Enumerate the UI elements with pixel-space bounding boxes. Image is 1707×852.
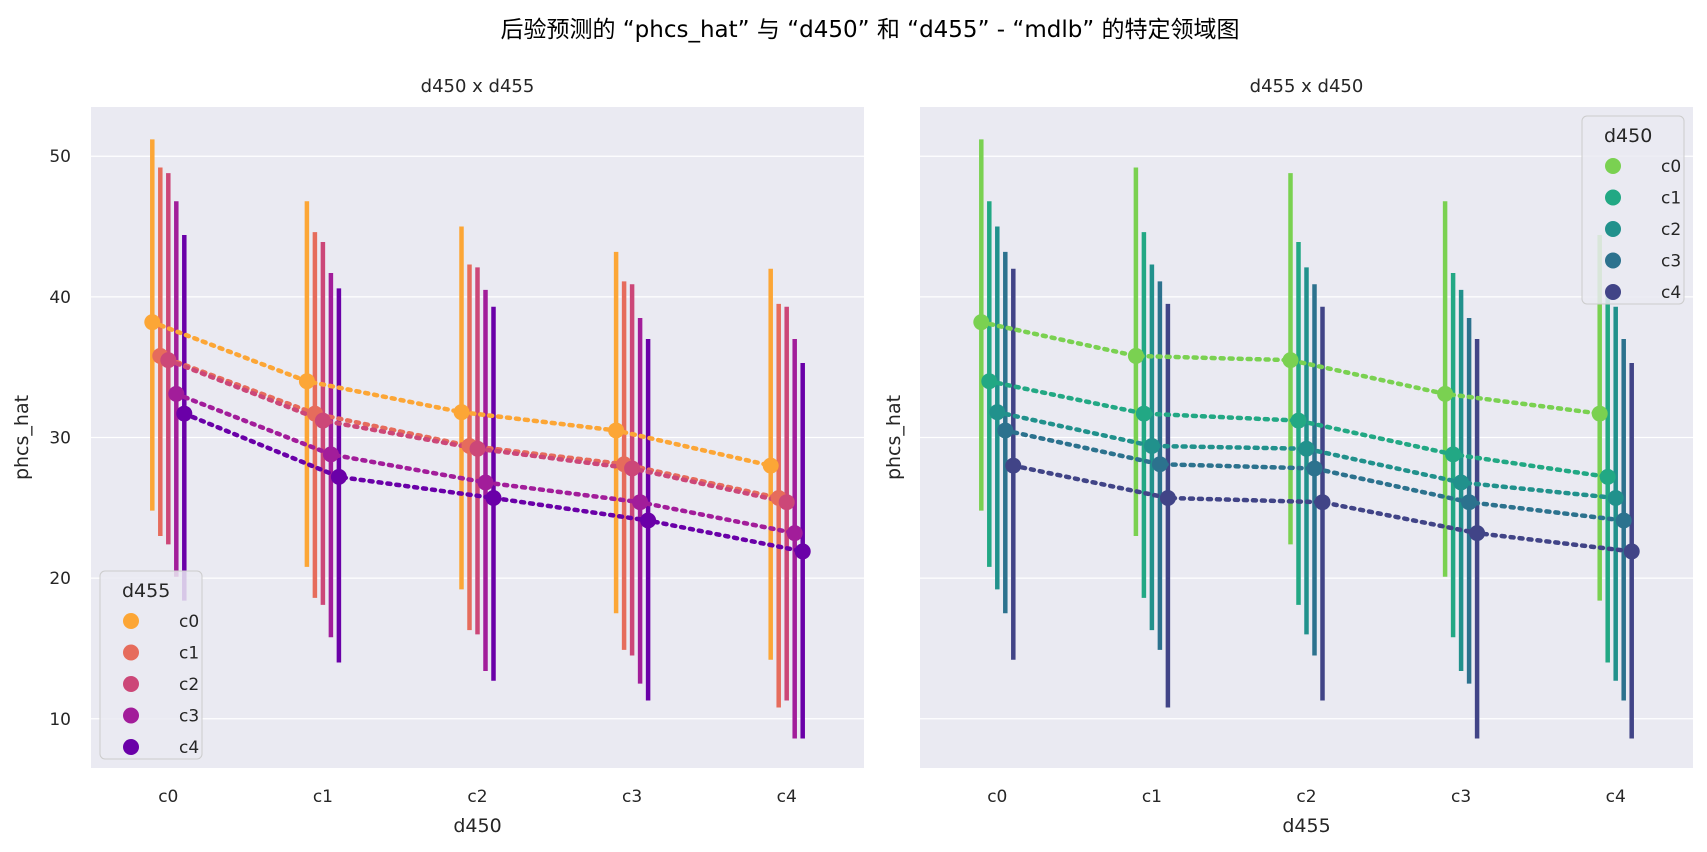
- data-point: [1314, 494, 1331, 511]
- data-point: [298, 373, 315, 390]
- x-tick-label: c4: [777, 787, 797, 807]
- data-point: [1623, 543, 1640, 560]
- data-point: [485, 489, 502, 506]
- panel-title: d450 x d455: [421, 76, 535, 97]
- y-tick-label: 20: [49, 569, 71, 589]
- data-point: [997, 422, 1014, 439]
- panel-1: 10 20 30 40 50 c0 c1 c2 c3 c4 d450 x d455 d450 phcs_…: [11, 76, 864, 837]
- data-point: [314, 412, 331, 429]
- x-tick-label: c4: [1606, 787, 1626, 807]
- x-tick-label: c2: [467, 787, 487, 807]
- data-point: [1607, 489, 1624, 506]
- legend-title: d455: [122, 580, 170, 602]
- legend-marker: [1605, 158, 1621, 174]
- data-point: [1461, 494, 1478, 511]
- data-point: [1290, 412, 1307, 429]
- legend-label: c3: [1661, 252, 1681, 272]
- data-point: [794, 543, 811, 560]
- data-point: [322, 446, 339, 463]
- data-point: [1151, 456, 1168, 473]
- x-tick-label: c1: [313, 787, 333, 807]
- legend-label: c0: [179, 612, 199, 632]
- legend-marker: [123, 613, 139, 629]
- data-point: [1159, 489, 1176, 506]
- legend-label: c1: [1661, 189, 1681, 209]
- data-point: [1615, 512, 1632, 529]
- legend-marker: [1605, 221, 1621, 237]
- data-point: [632, 494, 649, 511]
- data-point: [1445, 446, 1462, 463]
- data-point: [1437, 385, 1454, 402]
- data-point: [477, 474, 494, 491]
- data-point: [330, 468, 347, 485]
- y-axis-label: phcs_hat: [11, 395, 33, 480]
- legend-marker: [1605, 252, 1621, 269]
- data-point: [1599, 468, 1616, 485]
- legend-label: c4: [179, 738, 199, 758]
- data-point: [973, 314, 990, 331]
- data-point: [1306, 460, 1323, 477]
- legend-marker: [123, 739, 139, 755]
- data-point: [469, 440, 486, 457]
- panel-title: d455 x d450: [1250, 76, 1364, 97]
- data-point: [176, 405, 193, 422]
- data-point: [608, 422, 625, 439]
- y-tick-label: 30: [49, 429, 71, 449]
- x-axis-label: d450: [453, 815, 501, 837]
- data-point: [762, 457, 779, 474]
- legend-marker: [123, 644, 139, 661]
- data-point: [1591, 405, 1608, 422]
- x-tick-label: c0: [987, 787, 1007, 807]
- x-tick-label: c2: [1296, 787, 1316, 807]
- legend-marker: [1605, 189, 1621, 206]
- data-point: [160, 352, 177, 369]
- legend-label: c0: [1661, 157, 1681, 177]
- legend-label: c1: [179, 644, 199, 664]
- data-point: [624, 460, 641, 477]
- data-point: [168, 385, 185, 402]
- data-point: [1469, 525, 1486, 542]
- series-line-c1: [987, 378, 1610, 480]
- data-point: [989, 404, 1006, 421]
- legend-marker: [123, 707, 139, 724]
- data-point: [1135, 405, 1152, 422]
- y-tick-label: 50: [49, 147, 71, 167]
- y-tick-label: 40: [49, 288, 71, 308]
- legend-label: c2: [179, 675, 199, 695]
- figure-title: 后验预测的 “phcs_hat” 与 “d450” 和 “d455” - “md…: [500, 17, 1239, 43]
- series-line-c4: [1011, 463, 1634, 554]
- legend: d455 c0 c1 c2 c3 c4: [99, 570, 203, 760]
- x-tick-label: c3: [622, 787, 642, 807]
- legend: d450 c0 c1 c2 c3 c4: [1581, 115, 1685, 305]
- data-point: [981, 373, 998, 390]
- data-point: [1143, 437, 1160, 454]
- data-point: [1298, 440, 1315, 457]
- legend-marker: [123, 676, 139, 692]
- data-point: [144, 314, 161, 331]
- legend-label: c2: [1661, 220, 1681, 240]
- legend-label: c3: [179, 707, 199, 727]
- x-tick-label: c0: [158, 787, 178, 807]
- x-axis-label: d455: [1282, 815, 1330, 837]
- data-point: [1005, 457, 1022, 474]
- panel-2: c0 c1 c2 c3 c4 d455 x d450 d455 phcs_hat d450 c0 c…: [883, 76, 1693, 837]
- data-point: [1127, 347, 1144, 364]
- data-point: [778, 494, 795, 511]
- y-tick-label: 10: [49, 710, 71, 730]
- legend-label: c4: [1661, 283, 1681, 303]
- x-tick-label: c3: [1451, 787, 1471, 807]
- data-point: [786, 525, 803, 542]
- y-axis-label: phcs_hat: [883, 395, 905, 480]
- legend-marker: [1605, 284, 1621, 300]
- data-point: [1453, 474, 1470, 491]
- legend-title: d450: [1604, 125, 1652, 147]
- data-point: [453, 404, 470, 421]
- data-point: [1282, 352, 1299, 369]
- x-tick-label: c1: [1142, 787, 1162, 807]
- data-point: [640, 512, 657, 529]
